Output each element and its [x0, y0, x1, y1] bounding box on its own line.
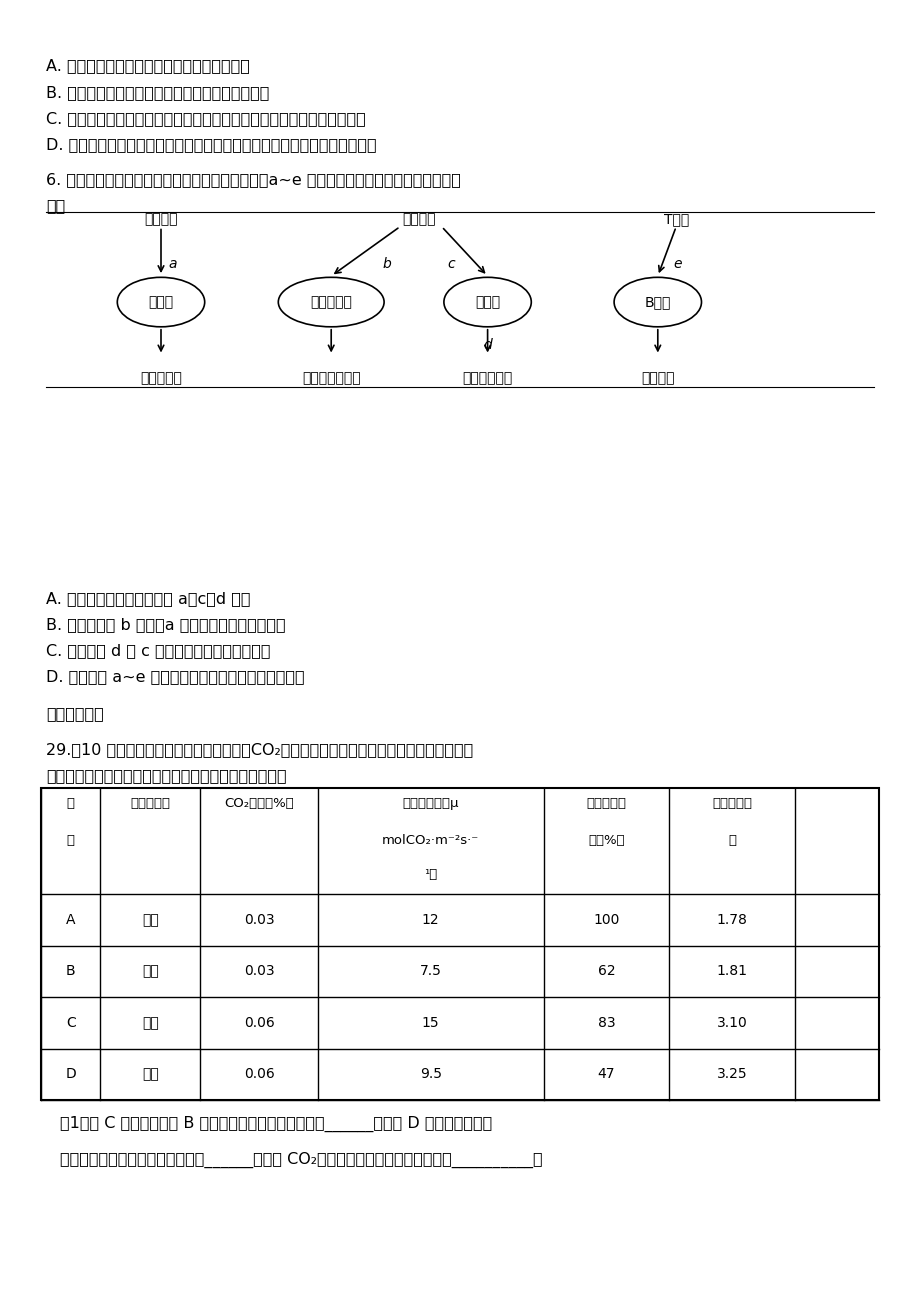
Text: 0.06: 0.06: [244, 1068, 274, 1082]
Text: C: C: [66, 1016, 75, 1030]
Text: 肾小管细胞: 肾小管细胞: [310, 296, 352, 309]
Text: e: e: [673, 258, 682, 271]
Text: 1.78: 1.78: [716, 913, 747, 927]
Text: 29.（10 分）科研人员为探究土壤含水量、CO₂浓度对某作物生长的影响，在最适温度和光照: 29.（10 分）科研人员为探究土壤含水量、CO₂浓度对某作物生长的影响，在最适…: [46, 742, 472, 758]
Text: 9.5: 9.5: [419, 1068, 441, 1082]
Text: 度（%）: 度（%）: [587, 835, 624, 848]
Text: 土壤含水量: 土壤含水量: [130, 797, 170, 810]
Text: 强度的智能温室内进行实验的结果如下表。请分析回答：: 强度的智能温室内进行实验的结果如下表。请分析回答：: [46, 768, 287, 784]
Text: 适宜: 适宜: [142, 1016, 158, 1030]
Text: 率: 率: [727, 835, 735, 848]
Text: （1）与 C 组相比，限制 B 组作物光合作用的环境因素有______；若在 D 组的基础上适当: （1）与 C 组相比，限制 B 组作物光合作用的环境因素有______；若在 D…: [60, 1116, 492, 1131]
Text: 100: 100: [593, 913, 619, 927]
Text: 水分重吸收增强: 水分重吸收增强: [301, 371, 360, 385]
Text: 组: 组: [67, 797, 74, 810]
Text: C. 调查某遗传病的遗传方式时，被调查者的性别与年龄不会影响调查结果: C. 调查某遗传病的遗传方式时，被调查者的性别与年龄不会影响调查结果: [46, 111, 366, 126]
Text: 0.06: 0.06: [244, 1016, 274, 1030]
Text: 的是: 的是: [46, 198, 65, 214]
Text: D. 单基因遗传病中，常染色体隐性病的发病率低于该病致病基因的基因频率: D. 单基因遗传病中，常染色体隐性病的发病率低于该病致病基因的基因频率: [46, 137, 376, 152]
Text: 47: 47: [597, 1068, 615, 1082]
Text: 62: 62: [597, 965, 615, 978]
Text: 83: 83: [597, 1016, 615, 1030]
Text: 0.03: 0.03: [244, 965, 274, 978]
Text: CO₂浓度（%）: CO₂浓度（%）: [224, 797, 294, 810]
Text: 干旱: 干旱: [142, 1068, 158, 1082]
Text: 12: 12: [422, 913, 439, 927]
Text: 7.5: 7.5: [419, 965, 441, 978]
Text: 提高温度，则该作物净光合速率会______；提高 CO₂浓度，作物对水分的利用效率会__________。: 提高温度，则该作物净光合速率会______；提高 CO₂浓度，作物对水分的利用效…: [60, 1152, 542, 1168]
Text: 0.03: 0.03: [244, 913, 274, 927]
Text: 下丘脑: 下丘脑: [148, 296, 174, 309]
Text: 甲状腺: 甲状腺: [474, 296, 500, 309]
Text: B. 遗传病由致病基因导致，无致病基因不患遗传病: B. 遗传病由致病基因导致，无致病基因不患遗传病: [46, 85, 269, 100]
Text: 别: 别: [67, 835, 74, 848]
Bar: [41, 788, 878, 1100]
Text: d: d: [482, 339, 492, 352]
Text: a: a: [168, 258, 177, 271]
Text: 细胞代谢加强: 细胞代谢加强: [462, 371, 512, 385]
Text: 3.25: 3.25: [716, 1068, 746, 1082]
Text: 适宜: 适宜: [142, 913, 158, 927]
Text: c: c: [447, 258, 454, 271]
Text: 传入神经: 传入神经: [144, 212, 177, 227]
Text: A. 体温调节过程与信息分子 a、c、d 有关: A. 体温调节过程与信息分子 a、c、d 有关: [46, 591, 250, 607]
Text: 干旱: 干旱: [142, 965, 158, 978]
Text: 3.10: 3.10: [716, 1016, 746, 1030]
Text: 6. 下图是人体内某些生命活动的调节过程示意图（a~e 表示信息分子），下列相关分析错误: 6. 下图是人体内某些生命活动的调节过程示意图（a~e 表示信息分子），下列相关…: [46, 172, 460, 187]
Text: A: A: [66, 913, 75, 927]
Text: ¹）: ¹）: [424, 868, 437, 881]
Text: molCO₂·m⁻²s·⁻: molCO₂·m⁻²s·⁻: [381, 835, 479, 848]
Text: 二、非选择题: 二、非选择题: [46, 706, 104, 721]
Text: C. 信息分子 d 对 c 的分泌具有反馈调节的作用: C. 信息分子 d 对 c 的分泌具有反馈调节的作用: [46, 643, 270, 659]
Text: b: b: [381, 258, 391, 271]
Text: A. 具有先天性和家族性特点的疾病都是遗传病: A. 具有先天性和家族性特点的疾病都是遗传病: [46, 59, 250, 74]
Text: D: D: [65, 1068, 76, 1082]
Text: 增殖分化: 增殖分化: [641, 371, 674, 385]
Text: 净光合速率（μ: 净光合速率（μ: [402, 797, 459, 810]
Text: B: B: [66, 965, 75, 978]
Text: 水分利用效: 水分利用效: [711, 797, 751, 810]
Text: 15: 15: [422, 1016, 439, 1030]
Text: D. 信息分子 a~e 均需借助血液运输才能作用于靶细胞: D. 信息分子 a~e 均需借助血液运输才能作用于靶细胞: [46, 669, 304, 685]
Text: 1.81: 1.81: [716, 965, 747, 978]
Text: B. 与信息分子 b 相比，a 参与调节的反应更加迅速: B. 与信息分子 b 相比，a 参与调节的反应更加迅速: [46, 617, 285, 633]
Text: 骨骼肌战栗: 骨骼肌战栗: [140, 371, 182, 385]
Text: T细胞: T细胞: [663, 212, 688, 227]
Text: 内分泌腺: 内分泌腺: [402, 212, 435, 227]
Text: 相对气孔开: 相对气孔开: [586, 797, 626, 810]
Text: B细胞: B细胞: [644, 296, 670, 309]
